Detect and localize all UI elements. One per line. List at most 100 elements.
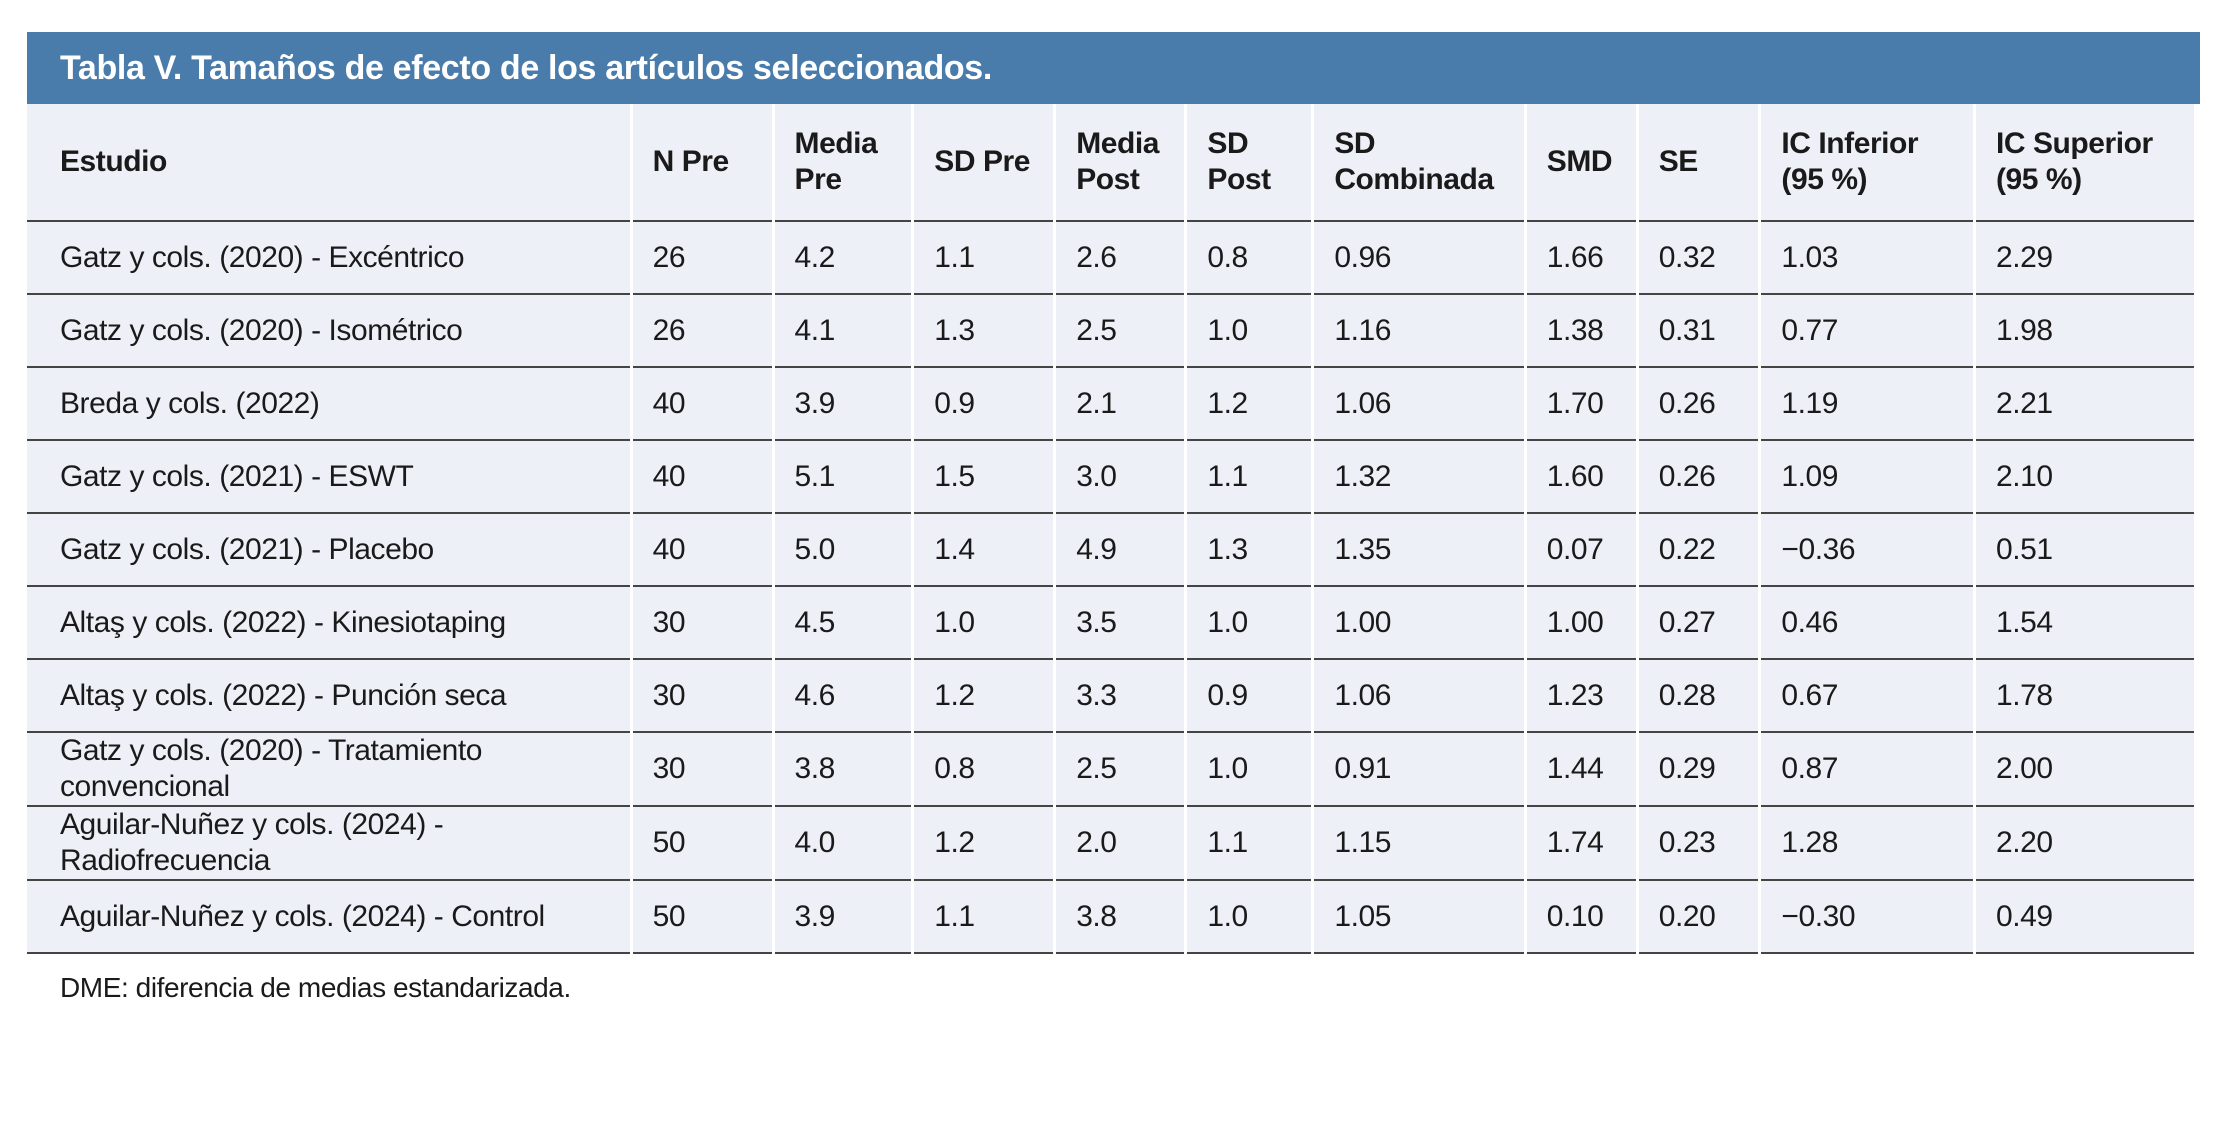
cell-sd-combinada: 1.05: [1314, 881, 1524, 954]
cell-media-pre: 3.9: [774, 368, 912, 441]
cell-sd-post: 1.1: [1187, 807, 1312, 881]
table-row: Aguilar-Nuñez y cols. (2024) - Radiofrec…: [27, 807, 2194, 881]
cell-media-pre: 3.9: [774, 881, 912, 954]
cell-se: 0.29: [1638, 733, 1759, 807]
table-footnote: DME: diferencia de medias estandarizada.: [60, 972, 571, 1003]
cell-ic-inferior: 0.46: [1761, 587, 1973, 660]
cell-ic-inferior: 1.09: [1761, 441, 1973, 514]
cell-media-post: 2.5: [1056, 295, 1185, 368]
table-row: Altaş y cols. (2022) - Punción seca 30 4…: [27, 660, 2194, 733]
column-header-media-pre: Media Pre: [774, 104, 912, 222]
cell-ic-superior: 1.98: [1975, 295, 2194, 368]
column-header-ic-superior: IC Superior (95 %): [1975, 104, 2194, 222]
cell-smd: 1.60: [1526, 441, 1636, 514]
cell-ic-inferior: 0.77: [1761, 295, 1973, 368]
cell-media-post: 3.5: [1056, 587, 1185, 660]
column-header-n-pre: N Pre: [632, 104, 772, 222]
cell-estudio: Gatz y cols. (2020) - Isométrico: [27, 295, 630, 368]
cell-sd-pre: 1.2: [914, 660, 1054, 733]
cell-sd-combinada: 1.35: [1314, 514, 1524, 587]
cell-n-pre: 40: [632, 441, 772, 514]
cell-sd-post: 1.3: [1187, 514, 1312, 587]
cell-ic-inferior: −0.30: [1761, 881, 1973, 954]
cell-sd-combinada: 0.96: [1314, 222, 1524, 295]
cell-ic-inferior: 1.28: [1761, 807, 1973, 881]
cell-sd-pre: 1.5: [914, 441, 1054, 514]
cell-ic-superior: 2.29: [1975, 222, 2194, 295]
cell-se: 0.32: [1638, 222, 1759, 295]
table-row: Gatz y cols. (2020) - Excéntrico 26 4.2 …: [27, 222, 2194, 295]
cell-sd-pre: 1.2: [914, 807, 1054, 881]
cell-ic-inferior: 0.87: [1761, 733, 1973, 807]
column-header-sd-pre: SD Pre: [914, 104, 1054, 222]
cell-se: 0.20: [1638, 881, 1759, 954]
cell-smd: 1.00: [1526, 587, 1636, 660]
cell-smd: 1.44: [1526, 733, 1636, 807]
page: Tabla V. Tamaños de efecto de los artícu…: [27, 32, 2200, 1003]
cell-media-post: 2.0: [1056, 807, 1185, 881]
cell-media-post: 3.3: [1056, 660, 1185, 733]
cell-sd-combinada: 1.32: [1314, 441, 1524, 514]
cell-sd-combinada: 1.06: [1314, 368, 1524, 441]
cell-ic-superior: 0.51: [1975, 514, 2194, 587]
table-row: Gatz y cols. (2020) - Isométrico 26 4.1 …: [27, 295, 2194, 368]
cell-sd-post: 0.8: [1187, 222, 1312, 295]
cell-sd-post: 1.0: [1187, 733, 1312, 807]
table-row: Gatz y cols. (2021) - ESWT 40 5.1 1.5 3.…: [27, 441, 2194, 514]
cell-sd-pre: 1.3: [914, 295, 1054, 368]
cell-ic-inferior: 1.03: [1761, 222, 1973, 295]
cell-n-pre: 30: [632, 733, 772, 807]
cell-sd-combinada: 0.91: [1314, 733, 1524, 807]
cell-media-post: 4.9: [1056, 514, 1185, 587]
cell-media-pre: 4.2: [774, 222, 912, 295]
table-title: Tabla V. Tamaños de efecto de los artícu…: [60, 48, 992, 87]
cell-ic-superior: 2.20: [1975, 807, 2194, 881]
cell-media-pre: 4.5: [774, 587, 912, 660]
column-header-smd: SMD: [1526, 104, 1636, 222]
cell-se: 0.26: [1638, 441, 1759, 514]
cell-estudio: Breda y cols. (2022): [27, 368, 630, 441]
cell-media-pre: 3.8: [774, 733, 912, 807]
cell-se: 0.31: [1638, 295, 1759, 368]
cell-sd-pre: 1.4: [914, 514, 1054, 587]
cell-smd: 1.23: [1526, 660, 1636, 733]
cell-n-pre: 40: [632, 514, 772, 587]
cell-media-post: 3.0: [1056, 441, 1185, 514]
cell-ic-superior: 2.10: [1975, 441, 2194, 514]
cell-sd-post: 1.1: [1187, 441, 1312, 514]
cell-ic-inferior: −0.36: [1761, 514, 1973, 587]
cell-se: 0.26: [1638, 368, 1759, 441]
table-row: Altaş y cols. (2022) - Kinesiotaping 30 …: [27, 587, 2194, 660]
cell-estudio: Aguilar-Nuñez y cols. (2024) - Control: [27, 881, 630, 954]
cell-estudio: Altaş y cols. (2022) - Punción seca: [27, 660, 630, 733]
column-header-estudio: Estudio: [27, 104, 630, 222]
cell-media-post: 2.1: [1056, 368, 1185, 441]
cell-sd-post: 1.0: [1187, 881, 1312, 954]
cell-media-pre: 4.1: [774, 295, 912, 368]
cell-sd-combinada: 1.15: [1314, 807, 1524, 881]
cell-media-pre: 4.6: [774, 660, 912, 733]
cell-media-pre: 4.0: [774, 807, 912, 881]
cell-n-pre: 50: [632, 807, 772, 881]
cell-se: 0.28: [1638, 660, 1759, 733]
cell-sd-post: 1.2: [1187, 368, 1312, 441]
table-row: Breda y cols. (2022) 40 3.9 0.9 2.1 1.2 …: [27, 368, 2194, 441]
cell-sd-combinada: 1.00: [1314, 587, 1524, 660]
cell-sd-post: 0.9: [1187, 660, 1312, 733]
cell-sd-combinada: 1.06: [1314, 660, 1524, 733]
cell-smd: 0.10: [1526, 881, 1636, 954]
cell-n-pre: 26: [632, 222, 772, 295]
cell-n-pre: 50: [632, 881, 772, 954]
column-header-media-post: Media Post: [1056, 104, 1185, 222]
column-header-sd-combinada: SD Combinada: [1314, 104, 1524, 222]
cell-estudio: Aguilar-Nuñez y cols. (2024) - Radiofrec…: [27, 807, 630, 881]
cell-smd: 1.38: [1526, 295, 1636, 368]
cell-estudio: Gatz y cols. (2021) - ESWT: [27, 441, 630, 514]
cell-media-pre: 5.0: [774, 514, 912, 587]
cell-smd: 1.74: [1526, 807, 1636, 881]
cell-estudio: Gatz y cols. (2020) - Tratamiento conven…: [27, 733, 630, 807]
cell-n-pre: 40: [632, 368, 772, 441]
cell-ic-superior: 2.00: [1975, 733, 2194, 807]
cell-se: 0.22: [1638, 514, 1759, 587]
cell-ic-superior: 1.78: [1975, 660, 2194, 733]
